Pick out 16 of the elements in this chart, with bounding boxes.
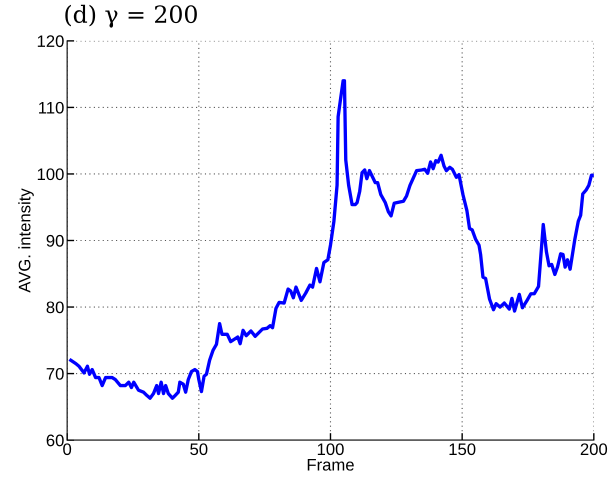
x-tick-label: 150: [450, 443, 476, 456]
chart-title: (d) γ = 200: [65, 4, 197, 28]
y-tick-label: 70: [46, 368, 64, 380]
x-tick-label: 200: [580, 443, 608, 456]
x-axis-title: Frame: [308, 459, 354, 471]
y-tick-label: 100: [38, 168, 64, 180]
y-tick-label: 60: [46, 434, 64, 446]
y-axis-title: AVG. intensity: [18, 188, 34, 293]
x-tick-label: 100: [318, 443, 344, 456]
y-tick-label: 110: [39, 102, 64, 114]
y-tick-label: 120: [38, 35, 64, 48]
x-tick-label: 0: [63, 443, 72, 456]
y-tick-label: 90: [46, 234, 64, 247]
line-series: [69, 79, 594, 400]
x-tick-label: 50: [190, 443, 208, 456]
y-tick-label: 80: [46, 301, 64, 314]
